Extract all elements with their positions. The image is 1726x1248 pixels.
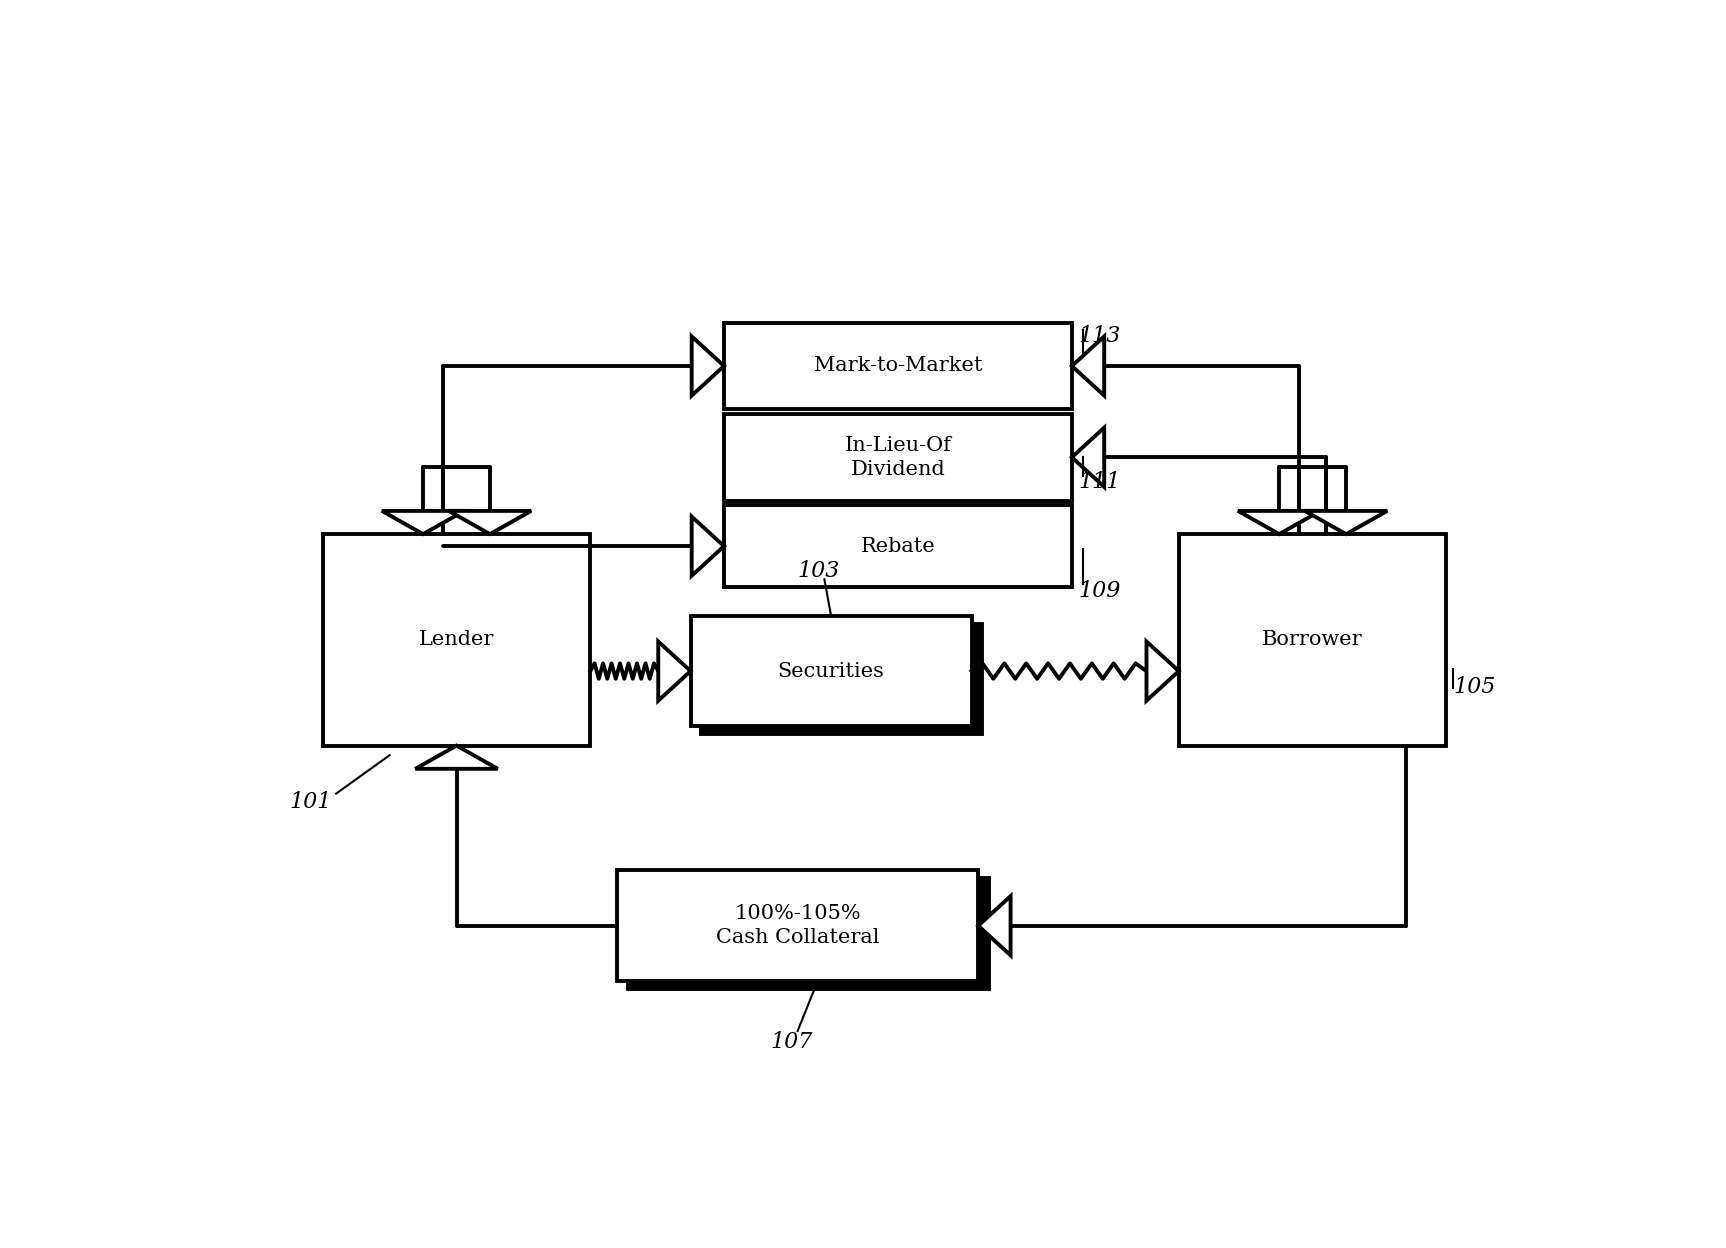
Polygon shape <box>449 510 532 534</box>
Polygon shape <box>1072 428 1105 487</box>
Polygon shape <box>1305 510 1388 534</box>
Text: 113: 113 <box>1079 324 1120 347</box>
Polygon shape <box>1238 510 1320 534</box>
Bar <box>725 505 1072 587</box>
Text: 111: 111 <box>1079 470 1120 493</box>
Polygon shape <box>692 337 725 396</box>
Text: Rebate: Rebate <box>861 537 935 555</box>
Text: Securities: Securities <box>778 661 884 680</box>
Polygon shape <box>692 517 725 575</box>
Text: 107: 107 <box>772 1031 813 1053</box>
Bar <box>690 615 972 726</box>
Bar <box>323 534 590 745</box>
Text: 109: 109 <box>1079 579 1120 602</box>
Polygon shape <box>1072 337 1105 396</box>
Polygon shape <box>979 896 1011 955</box>
Text: 105: 105 <box>1453 675 1495 698</box>
Text: 103: 103 <box>797 560 841 583</box>
Bar <box>1179 534 1446 745</box>
Polygon shape <box>658 641 690 700</box>
Text: 100%-105%
Cash Collateral: 100%-105% Cash Collateral <box>716 905 879 947</box>
Text: Lender: Lender <box>419 630 494 649</box>
Polygon shape <box>381 510 464 534</box>
Bar <box>701 624 982 734</box>
Bar <box>628 879 989 988</box>
Text: Borrower: Borrower <box>1262 630 1364 649</box>
Polygon shape <box>1146 641 1179 700</box>
Bar <box>725 323 1072 409</box>
Text: 101: 101 <box>290 791 331 812</box>
Polygon shape <box>416 745 497 769</box>
Bar <box>618 871 979 981</box>
Text: Mark-to-Market: Mark-to-Market <box>813 357 982 376</box>
Text: In-Lieu-Of
Dividend: In-Lieu-Of Dividend <box>844 436 951 478</box>
Bar <box>725 414 1072 500</box>
